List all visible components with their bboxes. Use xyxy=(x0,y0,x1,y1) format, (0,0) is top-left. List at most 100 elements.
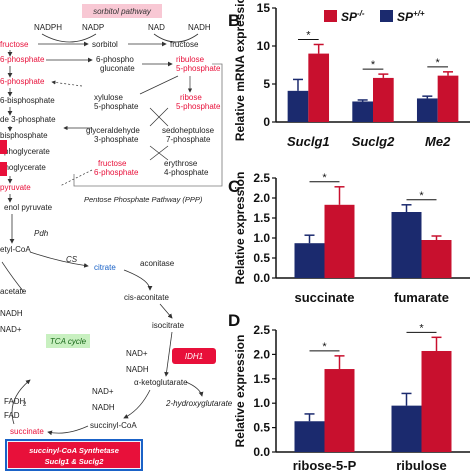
significance-star: * xyxy=(306,29,311,41)
nadh-label: NADH xyxy=(188,23,211,32)
legend-label-wt: SP+/+ xyxy=(397,9,425,24)
arrow-citrate-cis xyxy=(123,269,153,291)
bar xyxy=(308,53,330,122)
arrow-iso-akg xyxy=(164,331,173,377)
6pg-a: 6-phospho xyxy=(96,55,134,64)
succinyl-coa: succinyl-CoA xyxy=(90,421,137,430)
bar xyxy=(437,75,459,122)
y-tick-label: 0.0 xyxy=(253,271,270,285)
y-tick-label: 2.0 xyxy=(253,347,270,361)
arrow-akg-succoa xyxy=(123,389,151,419)
glycolysis-highlight-1 xyxy=(0,140,7,154)
category-label: Suclg2 xyxy=(352,134,395,149)
cis-aconitate: cis-aconitate xyxy=(124,293,169,302)
bar xyxy=(373,77,394,122)
panel-letter-c: C xyxy=(228,177,240,196)
nad-plus-2: NAD+ xyxy=(92,387,114,396)
bar xyxy=(287,90,309,122)
tca-cycle-box xyxy=(46,334,90,348)
succinate: succinate xyxy=(10,427,44,436)
bar xyxy=(352,101,373,122)
category-label: ribulose xyxy=(396,458,447,473)
bar xyxy=(391,405,422,452)
pdh-label: Pdh xyxy=(34,229,49,238)
fadh2-sub: 2 xyxy=(23,402,27,408)
ppp-label: Pentose Phosphate Pathway (PPP) xyxy=(84,195,203,204)
arrow-akg-2hg xyxy=(185,381,204,397)
ribose-5p-b: 5-phosphate xyxy=(176,102,221,111)
category-label: ribose-5-P xyxy=(293,458,357,473)
arrow-acetate xyxy=(1,261,25,293)
nad-plus-left: NAD+ xyxy=(0,325,22,334)
nad-plus-1: NAD+ xyxy=(126,349,148,358)
acetyl-coa: etyl-CoA xyxy=(0,245,31,254)
bar xyxy=(421,240,452,278)
pg3: sphoglycerate xyxy=(0,147,50,156)
isocitrate: isocitrate xyxy=(152,321,185,330)
two-hg: 2-hydroxyglutarate xyxy=(165,399,233,408)
y-tick-label: 2.0 xyxy=(253,191,270,205)
cs-label: CS xyxy=(66,255,78,264)
y-axis-label: Relative expression xyxy=(233,172,247,285)
y-tick-label: 1.0 xyxy=(253,396,270,410)
xylulose-5p-b: 5-phosphate xyxy=(94,102,139,111)
bar xyxy=(324,369,355,452)
category-label: succinate xyxy=(295,290,355,305)
synthetase-box-inner xyxy=(8,442,140,468)
y-tick-label: 0.5 xyxy=(253,421,270,435)
bar xyxy=(294,243,325,278)
chart-c: 0.0 0.5 1.0 1.5 2.0 2.5 Relative expression * su… xyxy=(233,171,470,305)
bar xyxy=(391,212,422,278)
significance-star: * xyxy=(322,172,327,184)
sorbitol-pathway-box xyxy=(82,4,162,18)
y-tick-label: 5 xyxy=(263,77,270,91)
significance-star: * xyxy=(419,190,424,202)
ribulose-5p-a: ribulose xyxy=(176,55,205,64)
y-tick-label: 2.5 xyxy=(253,171,270,185)
bar xyxy=(324,204,355,278)
significance-star: * xyxy=(322,341,327,353)
panel-letter-d: D xyxy=(228,311,240,330)
idh1-box xyxy=(172,348,216,364)
enol-pyruvate: enol pyruvate xyxy=(4,203,53,212)
glucose-6p: 6-phosphate xyxy=(0,55,45,64)
ppp-cross-4 xyxy=(149,145,169,161)
category-label: Me2 xyxy=(425,134,451,149)
y-axis-label: Relative expression xyxy=(233,335,247,448)
fructose-6p: 6-phosphate xyxy=(0,77,45,86)
bar xyxy=(416,98,438,122)
y-tick-label: 0 xyxy=(263,115,270,129)
y-tick-label: 1.5 xyxy=(253,211,270,225)
chart-d: 0.0 0.5 1.0 1.5 2.0 2.5 Relative expression * ri… xyxy=(233,322,470,473)
fructose-6p-ppp-a: fructose xyxy=(98,159,127,168)
legend-swatch-ko xyxy=(324,10,337,22)
acetate: acetate xyxy=(0,287,27,296)
ga3p-b: 3-phosphate xyxy=(94,135,139,144)
fructose-6p-ppp-b: 6-phosphate xyxy=(94,168,139,177)
s7p-a: sedoheptulose xyxy=(162,126,215,135)
arrow-succinate-up xyxy=(11,379,31,425)
nad-label: NAD xyxy=(148,23,165,32)
tca-cycle-label: TCA cycle xyxy=(50,337,87,346)
y-tick-label: 0.5 xyxy=(253,251,270,265)
xylulose-5p-a: xylulose xyxy=(94,93,123,102)
y-tick-label: 0.0 xyxy=(253,445,270,459)
significance-star: * xyxy=(371,59,376,71)
metabolic-pathway-diagram: sorbitol pathway NADPH NADP NAD NADH fru… xyxy=(0,4,233,471)
citrate: citrate xyxy=(94,263,116,272)
pep-pyruvate: pyruvate xyxy=(0,183,31,192)
ribose-5p-a: ribose xyxy=(180,93,202,102)
bpg: bisphosphate xyxy=(0,131,48,140)
sorbitol-arc-1 xyxy=(41,33,97,43)
arrow-ribulose-xylulose xyxy=(139,75,179,95)
nadp-label: NADP xyxy=(82,23,104,32)
ribulose-5p-b: 5-phosphate xyxy=(176,64,221,73)
e4p-a: erythrose xyxy=(164,159,198,168)
bar xyxy=(294,421,325,452)
bar xyxy=(421,350,452,452)
aconitase: aconitase xyxy=(140,259,175,268)
ppp-cross-2 xyxy=(149,107,169,127)
glycolysis-highlight-2 xyxy=(0,162,7,176)
nadph-label: NADPH xyxy=(34,23,62,32)
